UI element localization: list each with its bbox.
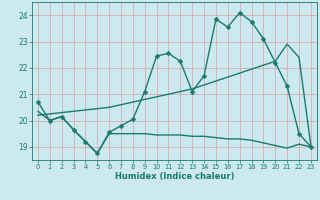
X-axis label: Humidex (Indice chaleur): Humidex (Indice chaleur) (115, 172, 234, 181)
